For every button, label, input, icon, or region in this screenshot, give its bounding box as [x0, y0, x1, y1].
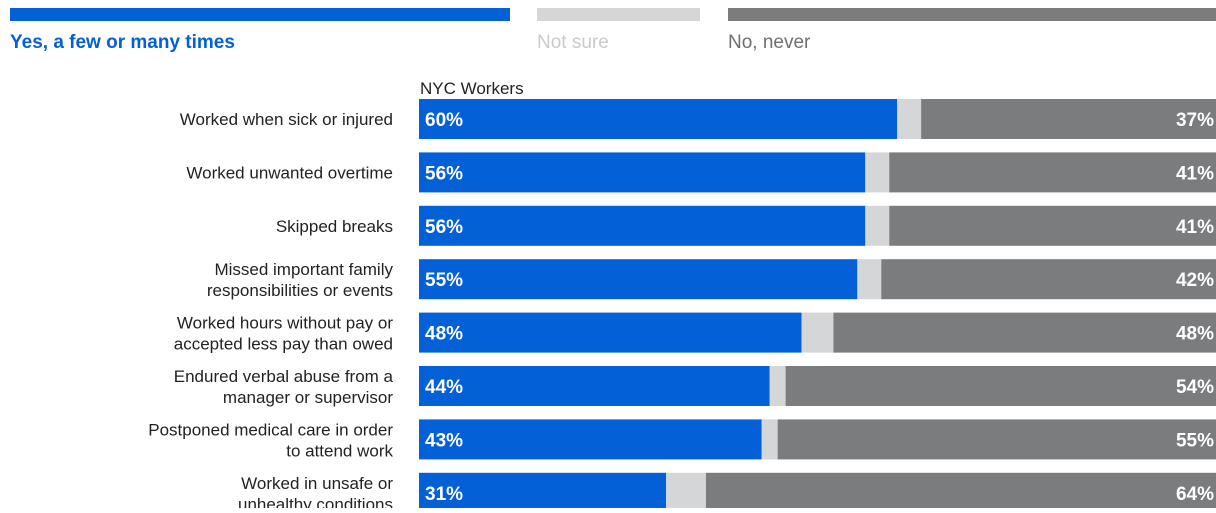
legend-swatch [728, 8, 1216, 21]
bar-segment [419, 312, 802, 353]
bar-segment [865, 205, 890, 246]
bar-segment [777, 419, 1216, 460]
bar-segment [761, 419, 778, 460]
bar-segment [857, 259, 882, 300]
category-label: accepted less pay than owed [174, 335, 393, 354]
data-label: 64% [1176, 484, 1214, 505]
legend-swatch [537, 8, 700, 21]
category-label: Worked in unsafe or [241, 474, 393, 493]
bar-segment [889, 205, 1216, 246]
legend-label: Yes, a few or many times [10, 32, 235, 53]
bar-segment [833, 312, 1216, 353]
category-label: manager or supervisor [223, 388, 393, 407]
category-label: to attend work [286, 441, 393, 460]
category-label: Worked when sick or injured [180, 110, 393, 129]
group-label: NYC Workers [420, 79, 524, 98]
bar-segment [419, 419, 762, 460]
data-label: 42% [1176, 270, 1214, 291]
bar-segment [419, 259, 858, 300]
data-label: 54% [1176, 377, 1214, 398]
bar-segment [419, 366, 770, 406]
bar-segment [801, 312, 834, 353]
bar-segment [881, 259, 1216, 300]
category-label: Missed important family [214, 260, 393, 279]
data-label: 44% [425, 377, 463, 398]
data-label: 55% [425, 270, 463, 291]
category-label: Postponed medical care in order [148, 420, 393, 439]
bar-segment [419, 472, 667, 513]
legend-label: Not sure [537, 32, 609, 53]
data-label: 41% [1176, 217, 1214, 238]
bar-segment [419, 205, 866, 246]
bar-segment [769, 366, 786, 406]
bar-segment [705, 472, 1216, 513]
data-label: 37% [1176, 110, 1214, 131]
bar-segment [921, 99, 1216, 139]
bar-segment [419, 152, 866, 193]
data-label: 41% [1176, 163, 1214, 184]
category-label: Skipped breaks [276, 217, 393, 236]
bar-segment [897, 99, 922, 139]
bar-segment [865, 152, 890, 193]
bar-segment [889, 152, 1216, 193]
category-label: Endured verbal abuse from a [174, 367, 394, 386]
data-label: 56% [425, 163, 463, 184]
data-label: 56% [425, 217, 463, 238]
data-label: 31% [425, 484, 463, 505]
data-label: 43% [425, 430, 463, 451]
data-label: 60% [425, 110, 463, 131]
data-label: 48% [1176, 324, 1214, 345]
category-label: Worked hours without pay or [177, 314, 393, 333]
category-label: unhealthy conditions [238, 495, 393, 508]
bar-segment [419, 99, 898, 139]
category-label: Worked unwanted overtime [186, 163, 393, 182]
legend-label: No, never [728, 32, 811, 53]
data-label: 48% [425, 324, 463, 345]
bar-segment [785, 366, 1216, 406]
data-label: 55% [1176, 430, 1214, 451]
category-label: responsibilities or events [207, 281, 393, 300]
bar-segment [666, 472, 706, 513]
legend-swatch [10, 8, 510, 21]
